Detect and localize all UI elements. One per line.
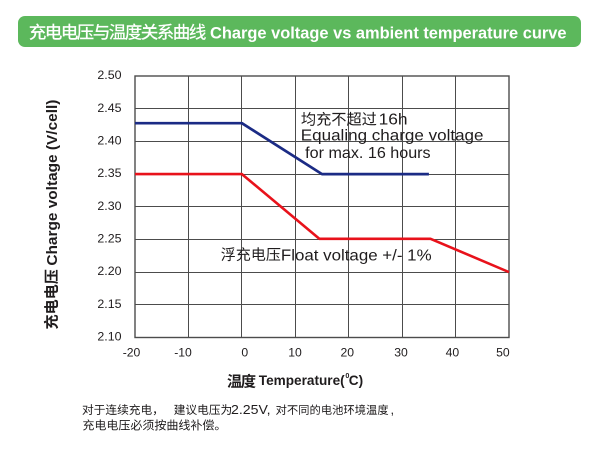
svg-text:Equaling charge voltage: Equaling charge voltage (301, 128, 484, 145)
svg-text:50: 50 (496, 346, 510, 360)
svg-text:2.10: 2.10 (97, 330, 121, 344)
svg-text:2.20: 2.20 (97, 264, 121, 278)
svg-text:40: 40 (446, 346, 460, 360)
svg-text:2.40: 2.40 (97, 134, 121, 148)
svg-text:-20: -20 (123, 346, 141, 360)
svg-text:Charge voltage (V/cell): Charge voltage (V/cell) (44, 100, 61, 266)
svg-text:Temperature(: Temperature( (259, 373, 345, 388)
svg-text:0: 0 (241, 346, 248, 360)
svg-text:10: 10 (288, 346, 302, 360)
svg-text:0: 0 (345, 371, 349, 380)
svg-text:C): C) (349, 373, 363, 388)
svg-text:2.15: 2.15 (97, 297, 121, 311)
svg-text:2.50: 2.50 (97, 68, 121, 82)
svg-text:-10: -10 (174, 346, 192, 360)
svg-text:30: 30 (394, 346, 408, 360)
svg-text:2.25: 2.25 (97, 232, 121, 246)
svg-text:2.25V,: 2.25V, (231, 402, 271, 417)
svg-text:20: 20 (341, 346, 355, 360)
svg-text:2.30: 2.30 (97, 199, 121, 213)
svg-text:2.45: 2.45 (97, 101, 121, 115)
svg-text:2.35: 2.35 (97, 166, 121, 180)
svg-text:Float voltage +/- 1%: Float voltage +/- 1% (281, 247, 432, 264)
svg-text:for max. 16 hours: for max. 16 hours (305, 145, 430, 162)
svg-text:,: , (391, 402, 395, 417)
svg-text:16h: 16h (379, 111, 408, 128)
svg-text:Charge voltage vs ambient temp: Charge voltage vs ambient temperature cu… (210, 25, 567, 43)
